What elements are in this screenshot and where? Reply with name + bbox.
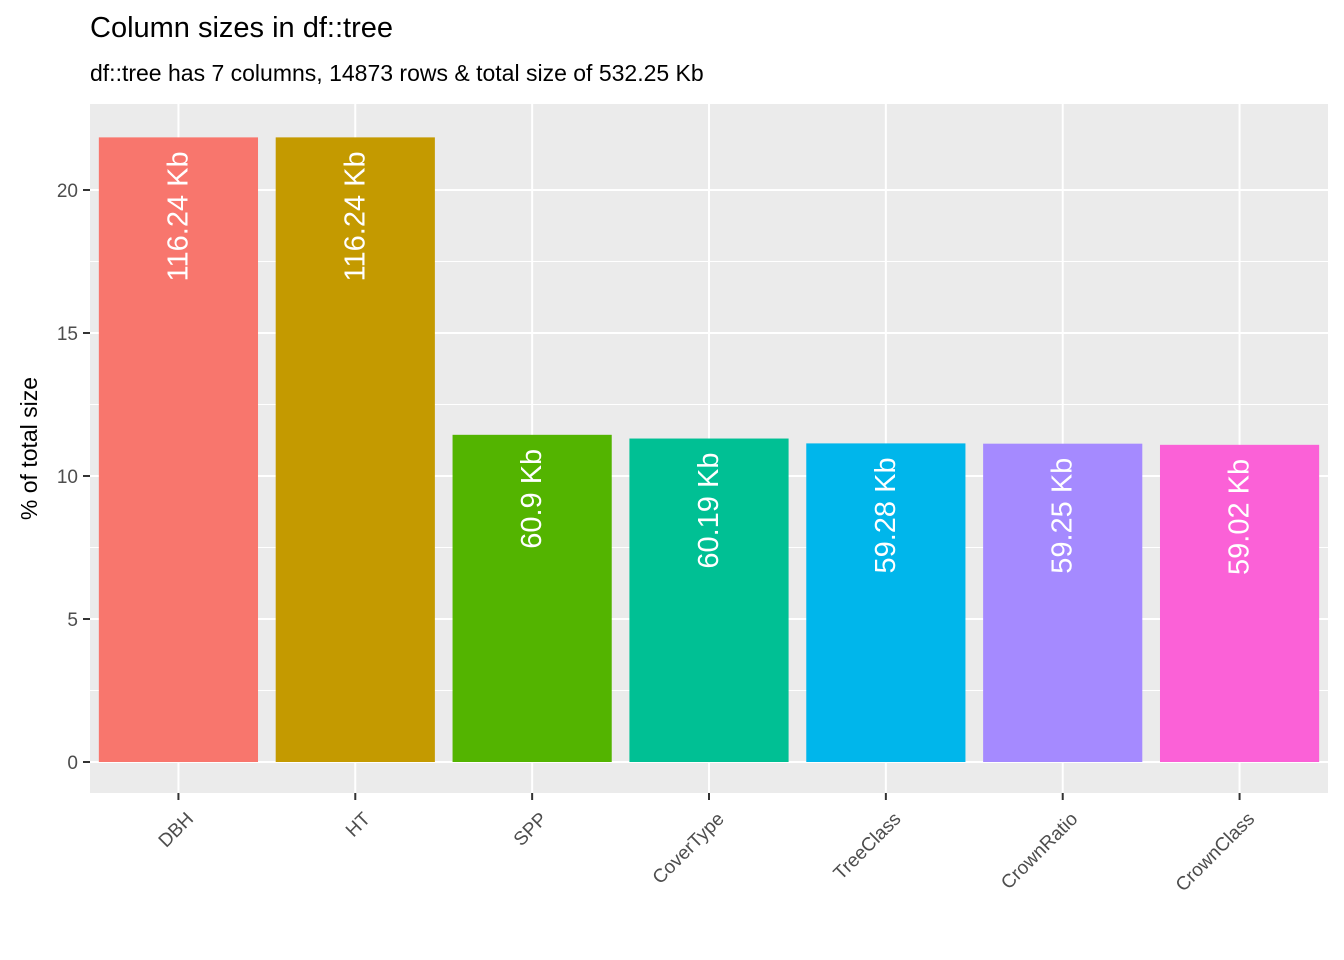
- y-axis: 0 5 10 15 20: [57, 181, 90, 774]
- bar: [452, 434, 612, 762]
- y-tick-label: 0: [67, 753, 78, 774]
- bar: [629, 438, 789, 762]
- x-axis: DBH HT SPP CoverType TreeClass CrownRatio Crow…: [155, 793, 1259, 896]
- bar: [983, 443, 1143, 762]
- chart-subtitle: df::tree has 7 columns, 14873 rows & tot…: [90, 60, 704, 86]
- bar-value-label: 59.02 Kb: [1224, 459, 1256, 575]
- bar: [806, 443, 966, 762]
- bar-value-label: 116.24 Kb: [339, 151, 371, 281]
- x-tick-label: CoverType: [649, 809, 729, 889]
- bar-value-label: 60.9 Kb: [516, 449, 548, 549]
- y-tick-label: 5: [67, 610, 78, 631]
- bar-value-label: 60.19 Kb: [693, 453, 725, 569]
- bar-value-label: 59.28 Kb: [870, 457, 902, 573]
- bar-value-label: 116.24 Kb: [162, 151, 194, 281]
- bar-value-label: 59.25 Kb: [1047, 458, 1079, 574]
- y-tick-label: 10: [57, 467, 78, 488]
- bars: [98, 137, 1320, 763]
- bar: [98, 137, 259, 763]
- bar-labels: 116.24 Kb 116.24 Kb 60.9 Kb 60.19 Kb 59.28 K…: [162, 151, 1255, 575]
- x-tick-label: DBH: [155, 809, 198, 852]
- bar: [1159, 444, 1320, 762]
- x-tick-label: TreeClass: [830, 809, 906, 885]
- y-tick-label: 15: [57, 324, 78, 345]
- chart-title: Column sizes in df::tree: [90, 12, 394, 44]
- x-tick-label: CrownRatio: [997, 809, 1082, 894]
- y-tick-label: 20: [57, 181, 78, 202]
- x-tick-label: CrownClass: [1172, 809, 1259, 896]
- y-axis-title: % of total size: [16, 377, 42, 520]
- x-tick-label: SPP: [510, 809, 552, 851]
- x-tick-label: HT: [342, 808, 375, 841]
- bar: [275, 137, 435, 763]
